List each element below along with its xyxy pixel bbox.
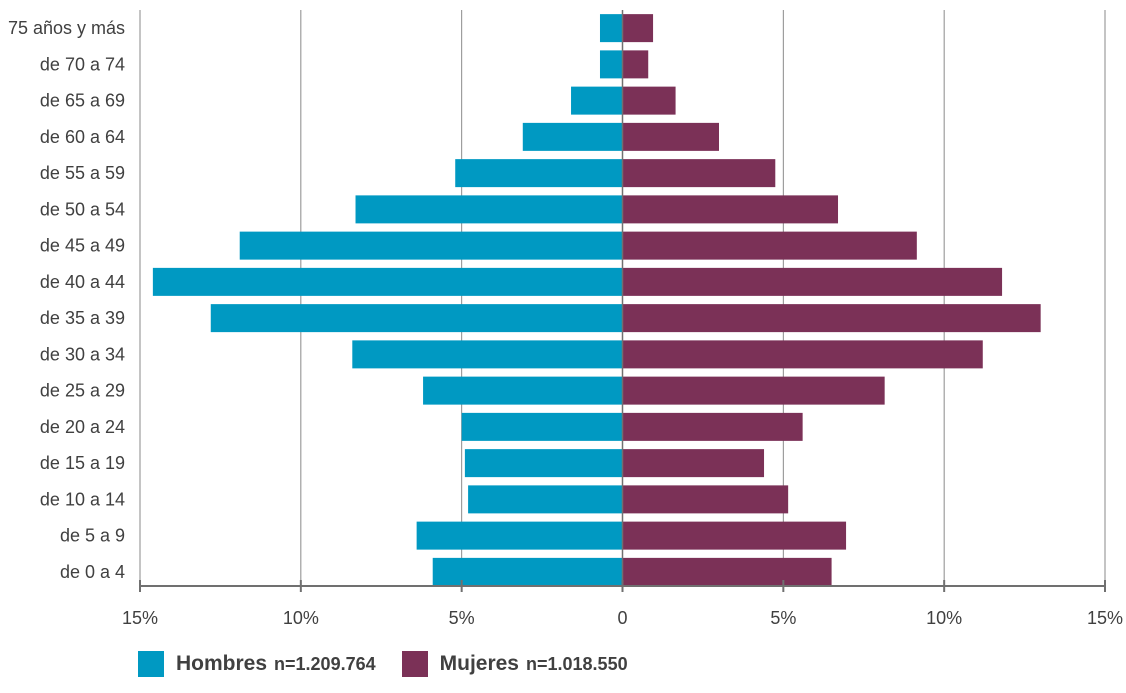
grid-lines <box>139 10 1106 586</box>
bar-mujeres-11 <box>622 412 803 441</box>
legend-item-hombres: Hombres n=1.209.764 <box>138 651 376 677</box>
bar-mujeres-7 <box>622 267 1003 296</box>
bar-hombres-4 <box>455 159 623 188</box>
bar-mujeres-8 <box>622 304 1041 333</box>
bar-hombres-10 <box>423 376 623 405</box>
bar-hombres-0 <box>599 14 623 43</box>
bar-mujeres-1 <box>622 50 649 79</box>
bar-hombres-6 <box>239 231 623 260</box>
category-label-9: de 30 a 34 <box>40 344 125 364</box>
category-label-6: de 45 a 49 <box>40 236 125 256</box>
bar-hombres-7 <box>152 267 623 296</box>
category-label-1: de 70 a 74 <box>40 54 125 74</box>
bar-mujeres-13 <box>622 485 789 514</box>
x-tick-label-1: 10% <box>283 608 319 628</box>
legend-label-hombres: Hombres <box>176 652 268 675</box>
category-label-2: de 65 a 69 <box>40 91 125 111</box>
bar-hombres-12 <box>464 449 623 478</box>
category-label-11: de 20 a 24 <box>40 417 125 437</box>
legend-item-mujeres: Mujeres n=1.018.550 <box>401 651 628 677</box>
bar-hombres-13 <box>468 485 623 514</box>
bar-mujeres-14 <box>622 521 847 550</box>
axes <box>139 10 1106 592</box>
x-tick-label-6: 15% <box>1087 608 1123 628</box>
category-label-13: de 10 a 14 <box>40 489 125 509</box>
x-tick-label-5: 10% <box>926 608 962 628</box>
legend-count-mujeres: n=1.018.550 <box>526 653 628 674</box>
bar-mujeres-15 <box>622 557 832 586</box>
x-tick-label-0: 15% <box>122 608 158 628</box>
category-label-10: de 25 a 29 <box>40 381 125 401</box>
category-label-14: de 5 a 9 <box>60 526 125 546</box>
category-label-8: de 35 a 39 <box>40 308 125 328</box>
bar-hombres-3 <box>522 122 623 151</box>
category-label-7: de 40 a 44 <box>40 272 125 292</box>
bar-hombres-2 <box>571 86 623 115</box>
bar-mujeres-5 <box>622 195 839 224</box>
bar-mujeres-0 <box>622 14 654 43</box>
bar-hombres-11 <box>461 412 623 441</box>
bar-mujeres-9 <box>622 340 983 369</box>
legend: Hombres n=1.209.764 Mujeres n=1.018.550 <box>138 651 654 677</box>
bar-hombres-8 <box>210 304 623 333</box>
legend-count-hombres: n=1.209.764 <box>274 653 376 674</box>
tick-labels: 15% 10% 5% 0 5% 10% 15% <box>122 608 1123 628</box>
legend-swatch-mujeres <box>401 651 428 677</box>
x-tick-label-4: 5% <box>770 608 796 628</box>
legend-swatch-hombres <box>138 651 164 677</box>
category-label-3: de 60 a 64 <box>40 127 125 147</box>
bar-hombres-1 <box>599 50 623 79</box>
bar-mujeres-3 <box>622 122 719 151</box>
category-labels: 75 años y más de 70 a 74 de 65 a 69 de 60 a… <box>8 18 125 582</box>
bar-mujeres-12 <box>622 449 765 478</box>
category-label-15: de 0 a 4 <box>60 562 125 582</box>
bar-hombres-14 <box>416 521 623 550</box>
bar-mujeres-10 <box>622 376 885 405</box>
bars <box>152 14 1041 586</box>
bar-hombres-9 <box>352 340 623 369</box>
category-label-5: de 50 a 54 <box>40 199 125 219</box>
bar-mujeres-2 <box>622 86 676 115</box>
bar-hombres-5 <box>355 195 623 224</box>
category-label-4: de 55 a 59 <box>40 163 125 183</box>
category-label-0: 75 años y más <box>8 18 125 38</box>
x-tick-label-3: 0 <box>617 608 627 628</box>
legend-label-mujeres: Mujeres <box>439 652 519 675</box>
x-tick-label-2: 5% <box>449 608 475 628</box>
bar-mujeres-4 <box>622 159 776 188</box>
category-label-12: de 15 a 19 <box>40 453 125 473</box>
bar-mujeres-6 <box>622 231 917 260</box>
bar-hombres-15 <box>432 557 623 586</box>
